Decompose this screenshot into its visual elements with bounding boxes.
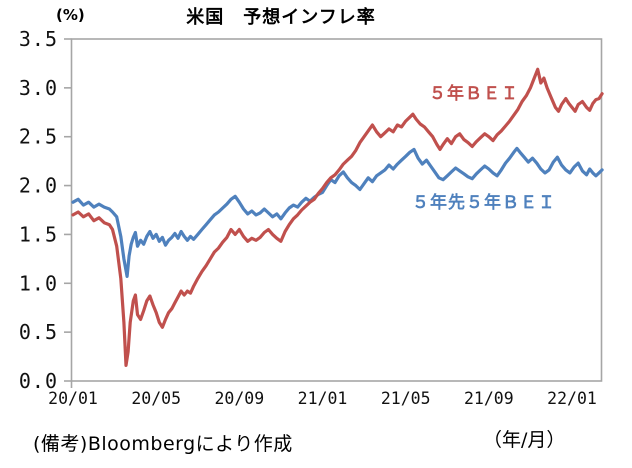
plot-border	[70, 38, 603, 382]
source-note: (備考)Bloombergにより作成	[33, 433, 293, 455]
y-tick-label: 1.5	[19, 222, 58, 246]
y-axis-ticks: 0.0 0.5 1.0 1.5 2.0 2.5 3.0 3.5	[19, 27, 72, 393]
y-axis-unit-label: (%)	[56, 6, 85, 24]
x-tick-label: 21/09	[464, 389, 514, 408]
series-line-5y-bei	[71, 67, 604, 367]
x-tick-label: 20/01	[48, 389, 98, 408]
x-tick-label: 21/01	[298, 389, 348, 408]
x-tick-label: 21/05	[381, 389, 431, 408]
x-tick-label: 20/05	[131, 389, 181, 408]
chart-title: 米国 予想インフレ率	[186, 7, 376, 28]
y-tick-label: 3.0	[19, 76, 58, 100]
y-tick-label: 2.0	[19, 174, 58, 198]
y-tick-label: 1.0	[19, 271, 58, 295]
y-tick-label: 0.5	[19, 320, 58, 344]
y-tick-label: 3.5	[19, 27, 58, 51]
x-axis-unit-label: （年/月）	[483, 429, 566, 451]
x-axis-tick-labels: 20/01 20/05 20/09 21/01 21/05 21/09 22/01	[48, 389, 597, 408]
y-tick-label: 0.0	[19, 369, 58, 393]
series-label-5y-bei: ５年ＢＥＩ	[429, 84, 519, 104]
x-tick-label: 20/09	[214, 389, 264, 408]
y-tick-label: 2.5	[19, 125, 58, 149]
series-label-5y5y-forward-bei: ５年先５年ＢＥＩ	[412, 193, 556, 213]
x-tick-label: 22/01	[547, 389, 597, 408]
